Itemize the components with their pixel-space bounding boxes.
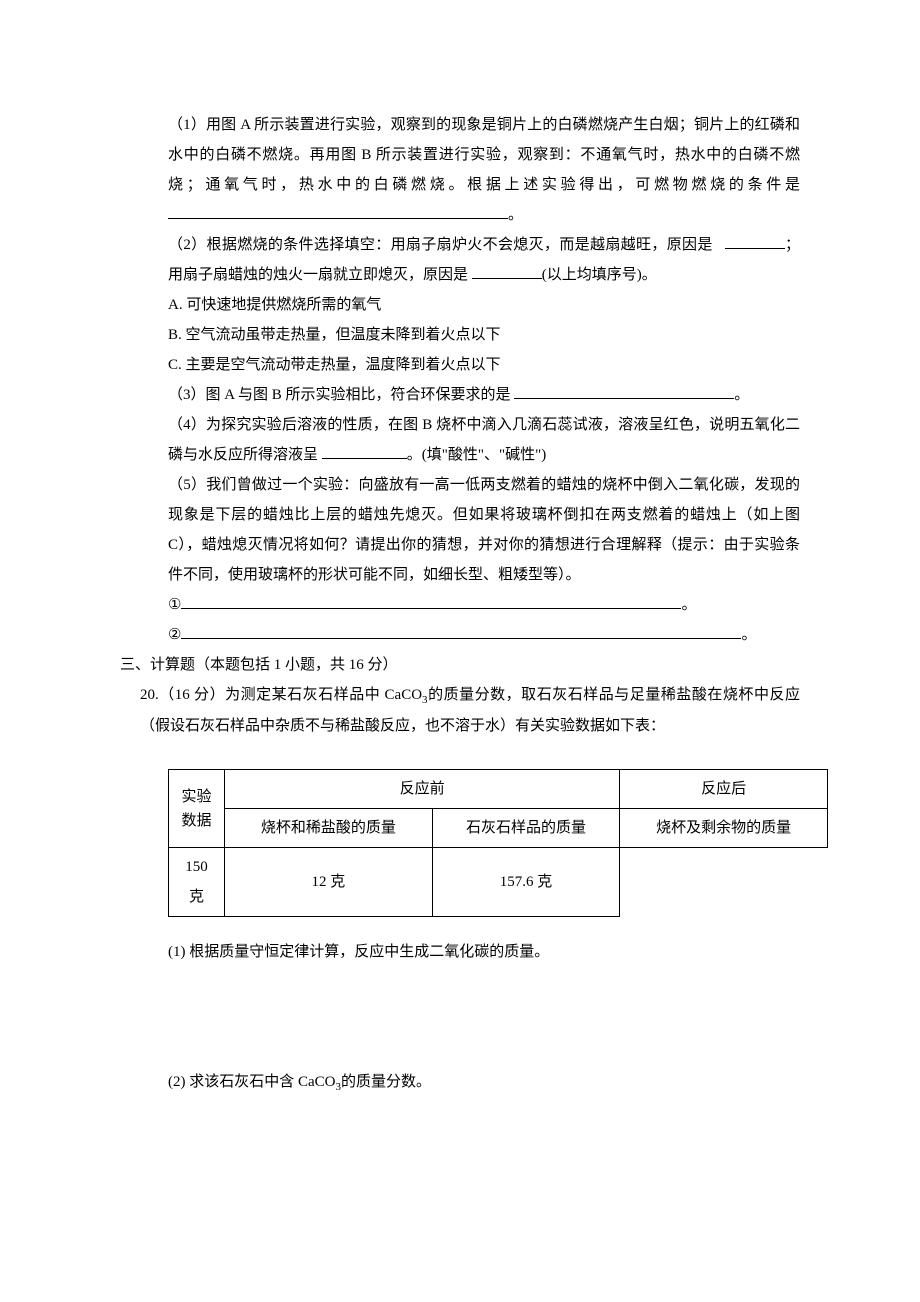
section-3-heading: 三、计算题（本题包括 1 小题，共 16 分） (120, 650, 800, 680)
rowhead-l2: 数据 (181, 813, 211, 829)
document-content: （1）用图 A 所示装置进行实验，观察到的现象是铜片上的白磷燃烧产生白烟；铜片上… (120, 110, 800, 1098)
q20-q2-post: 的质量分数。 (341, 1074, 431, 1090)
q19-p2-end: (以上均填序号)。 (542, 267, 657, 283)
val3: 157.6 克 (432, 848, 620, 917)
experiment-data-table: 实验 数据 反应前 反应后 烧杯和稀盐酸的质量 石灰石样品的质量 烧杯及剩余物的… (168, 769, 828, 917)
table-row: 烧杯和稀盐酸的质量 石灰石样品的质量 烧杯及剩余物的质量 (169, 809, 828, 848)
q20-intro: 20.（16 分）为测定某石灰石样品中 CaCO3的质量分数，取石灰石样品与足量… (120, 680, 800, 741)
option-b: B. 空气流动虽带走热量，但温度未降到着火点以下 (120, 320, 800, 350)
q19-p2-start: （2）根据燃烧的条件选择填空：用扇子扇炉火不会熄灭，而是越扇越旺，原因是 (168, 237, 713, 253)
period: 。 (741, 627, 756, 643)
q20-q2-pre: (2) 求该石灰石中含 CaCO (168, 1074, 336, 1090)
q20-intro-pre: 20.（16 分）为测定某石灰石样品中 CaCO (140, 687, 422, 703)
blank-line (168, 218, 508, 219)
q19-p4-end: 。(填"酸性"、"碱性") (407, 447, 546, 463)
circle-2: ② (168, 627, 181, 643)
rowhead-l1: 实验 (181, 789, 211, 805)
table-row: 实验 数据 反应前 反应后 (169, 770, 828, 809)
blank-line (181, 638, 741, 639)
spacer (120, 967, 800, 1067)
header-after: 反应后 (620, 770, 828, 809)
blank-line (322, 458, 407, 459)
q19-part3: （3）图 A 与图 B 所示实验相比，符合环保要求的是 。 (120, 380, 800, 410)
q19-answer-line-1: ①。 (120, 590, 800, 620)
table-row: 150 克 12 克 157.6 克 (169, 848, 828, 917)
blank-line (725, 248, 785, 249)
period: 。 (734, 387, 749, 403)
option-a: A. 可快速地提供燃烧所需的氧气 (120, 290, 800, 320)
q20-sub2: (2) 求该石灰石中含 CaCO3的质量分数。 (120, 1067, 800, 1098)
val1: 150 克 (169, 848, 225, 917)
option-c: C. 主要是空气流动带走热量，温度降到着火点以下 (120, 350, 800, 380)
q19-p1-text: （1）用图 A 所示装置进行实验，观察到的现象是铜片上的白磷燃烧产生白烟；铜片上… (168, 117, 800, 193)
q19-answer-line-2: ②。 (120, 620, 800, 650)
period: 。 (681, 597, 696, 613)
header-before: 反应前 (225, 770, 620, 809)
col3-header: 烧杯及剩余物的质量 (620, 809, 828, 848)
col2-header: 石灰石样品的质量 (432, 809, 620, 848)
q19-part1: （1）用图 A 所示装置进行实验，观察到的现象是铜片上的白磷燃烧产生白烟；铜片上… (120, 110, 800, 230)
q19-p3-start: （3）图 A 与图 B 所示实验相比，符合环保要求的是 (168, 387, 511, 403)
blank-line (514, 398, 734, 399)
val2: 12 克 (225, 848, 433, 917)
period: 。 (508, 207, 523, 223)
blank-line (181, 608, 681, 609)
q19-part4: （4）为探究实验后溶液的性质，在图 B 烧杯中滴入几滴石蕊试液，溶液呈红色，说明… (120, 410, 800, 470)
col1-header: 烧杯和稀盐酸的质量 (225, 809, 433, 848)
q19-part2: （2）根据燃烧的条件选择填空：用扇子扇炉火不会熄灭，而是越扇越旺，原因是 ；用扇… (120, 230, 800, 290)
q20-sub1: (1) 根据质量守恒定律计算，反应中生成二氧化碳的质量。 (120, 937, 800, 967)
spacer (120, 741, 800, 761)
circle-1: ① (168, 597, 181, 613)
blank-line (472, 278, 542, 279)
q19-part5: （5）我们曾做过一个实验：向盛放有一高一低两支燃着的蜡烛的烧杯中倒入二氧化碳，发… (120, 470, 800, 590)
row-header: 实验 数据 (169, 770, 225, 848)
